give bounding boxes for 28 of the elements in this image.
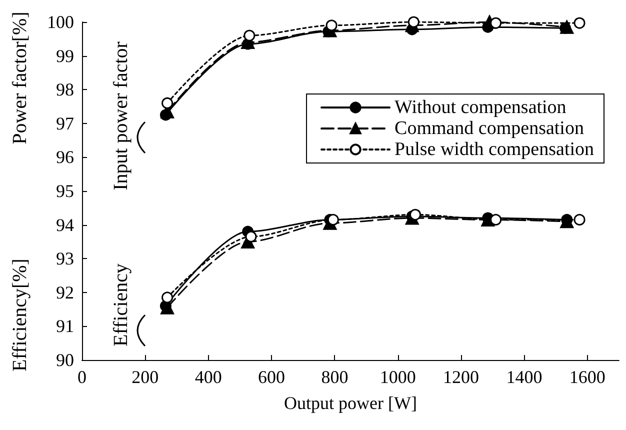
annotation: Input power factor <box>110 41 132 190</box>
y-tick-label: 98 <box>56 80 74 100</box>
x-tick-label: 1200 <box>443 367 480 387</box>
x-tick-label: 1600 <box>569 367 606 387</box>
x-tick-label: 800 <box>321 367 348 387</box>
y-tick-label: 94 <box>56 214 74 235</box>
y-tick-label: 93 <box>56 248 74 269</box>
y-tick-label: 92 <box>56 282 74 302</box>
legend-label: Pulse width compensation <box>394 139 594 160</box>
legend-label: Without compensation <box>394 97 567 118</box>
x-tick-label: 400 <box>194 367 222 387</box>
x-tick-label: 200 <box>132 367 159 387</box>
y-axis-title: Power factor[%] <box>9 12 31 144</box>
x-tick-label: 1400 <box>506 367 542 387</box>
y-tick-label: 100 <box>47 12 74 32</box>
y-tick-label: 96 <box>56 147 74 168</box>
y-tick-label: 97 <box>56 113 74 134</box>
y-tick-label: 99 <box>56 46 74 66</box>
x-tick-label: 600 <box>258 367 286 387</box>
x-axis-title: Output power [W] <box>284 393 417 413</box>
legend-label: Command compensation <box>394 118 584 139</box>
y-tick-label: 95 <box>56 181 74 201</box>
x-tick-label: 1000 <box>380 367 416 387</box>
y-tick-label: 91 <box>56 316 74 336</box>
x-tick-label: 0 <box>78 367 86 387</box>
y-tick-label: 90 <box>56 350 74 370</box>
text: Efficiency[%] <box>9 258 31 372</box>
annotation: Efficiency <box>110 264 132 346</box>
